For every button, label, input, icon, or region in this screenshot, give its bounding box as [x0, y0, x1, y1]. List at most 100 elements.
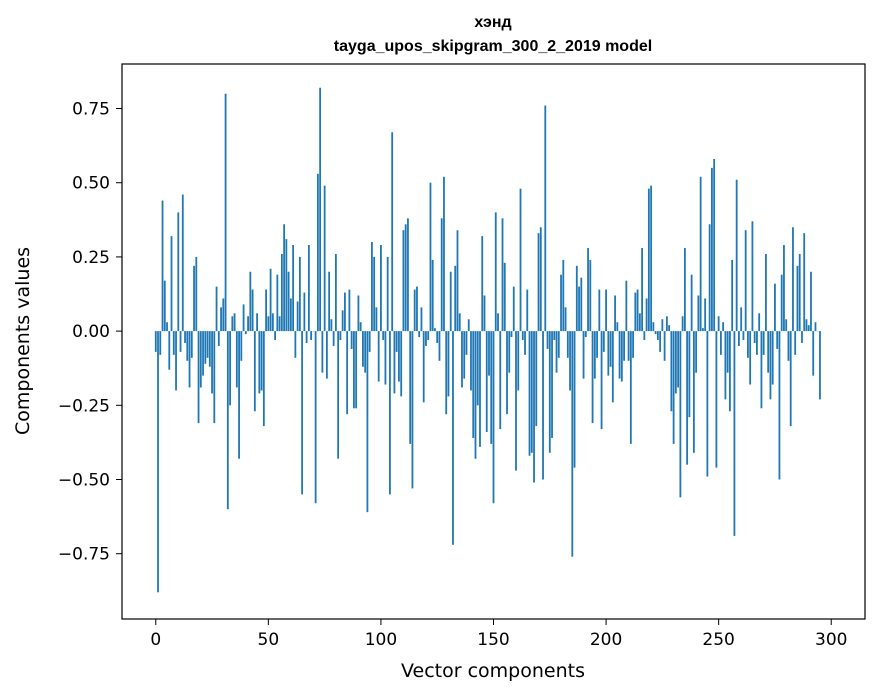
bar	[672, 331, 675, 444]
bar	[600, 331, 603, 430]
bar	[589, 259, 592, 332]
bar	[386, 256, 389, 332]
bar	[436, 331, 439, 343]
bar	[461, 331, 463, 388]
bar	[670, 331, 673, 412]
bar	[168, 331, 171, 370]
bar	[429, 182, 432, 332]
bar	[476, 331, 479, 406]
bar	[596, 331, 598, 358]
bar	[393, 331, 396, 394]
bar	[726, 331, 729, 373]
bar	[287, 271, 290, 332]
bar	[607, 331, 610, 376]
bar	[580, 277, 583, 332]
bar	[330, 319, 333, 332]
bar	[465, 331, 468, 355]
bar	[238, 331, 240, 459]
bar	[515, 331, 517, 471]
bar	[551, 331, 553, 438]
bar	[573, 331, 576, 468]
bar	[355, 331, 358, 409]
bar	[620, 331, 623, 382]
bar	[591, 331, 594, 424]
bar	[506, 331, 508, 415]
x-axis-label: Vector components	[401, 660, 585, 682]
bar	[679, 331, 682, 498]
bar	[208, 331, 211, 367]
bar	[740, 307, 743, 332]
bar	[188, 331, 191, 388]
bar	[548, 331, 551, 453]
bar	[409, 331, 412, 444]
bar	[571, 331, 574, 557]
bar	[240, 331, 243, 361]
bar	[542, 331, 544, 480]
bar	[175, 331, 177, 391]
bar	[298, 256, 301, 332]
bar	[303, 292, 306, 332]
bar	[681, 316, 684, 332]
bar	[697, 295, 700, 332]
bar	[557, 331, 560, 358]
bar	[494, 212, 497, 332]
bar	[497, 313, 499, 332]
bar	[328, 271, 331, 332]
bar	[305, 331, 308, 343]
bar	[650, 185, 653, 332]
bar	[767, 331, 770, 373]
bar	[400, 331, 403, 397]
bar	[749, 331, 752, 385]
bar	[186, 331, 189, 361]
bar	[636, 289, 639, 332]
bar	[449, 271, 452, 332]
bar	[643, 331, 646, 341]
bar	[285, 239, 288, 332]
bar	[776, 331, 779, 349]
bar	[177, 212, 180, 332]
bar	[814, 322, 817, 332]
bar	[798, 253, 801, 332]
bar	[641, 248, 643, 332]
bar	[632, 331, 634, 358]
bar	[605, 289, 607, 332]
bar	[402, 230, 405, 332]
bar	[474, 331, 477, 459]
x-tick-label: 150	[477, 630, 509, 650]
bar	[593, 331, 596, 379]
x-tick-label: 200	[590, 630, 622, 650]
bar	[647, 188, 650, 332]
bar	[528, 331, 531, 456]
bar	[454, 265, 457, 332]
bar	[483, 295, 486, 332]
bar	[339, 331, 342, 341]
bar	[481, 236, 484, 332]
bar	[416, 286, 418, 332]
bar	[625, 280, 628, 332]
bar	[314, 331, 317, 504]
bar	[774, 283, 776, 332]
bar	[627, 331, 630, 361]
bar	[226, 331, 229, 510]
bar	[499, 331, 502, 430]
bar	[807, 325, 810, 332]
bar	[362, 331, 364, 367]
bar	[602, 331, 605, 352]
bar	[267, 316, 270, 332]
bar	[438, 331, 441, 361]
bar	[260, 331, 263, 391]
bar	[159, 331, 162, 355]
bar	[199, 331, 202, 388]
bar	[389, 331, 391, 495]
y-tick-label: 0.25	[72, 248, 110, 268]
bar	[701, 328, 704, 332]
bar	[488, 331, 490, 376]
bar	[634, 292, 637, 332]
bar	[735, 179, 738, 332]
bar	[785, 319, 788, 332]
bar	[359, 322, 362, 332]
bar	[274, 331, 276, 341]
bar	[413, 289, 416, 332]
bar	[467, 319, 470, 332]
bar	[747, 331, 749, 358]
